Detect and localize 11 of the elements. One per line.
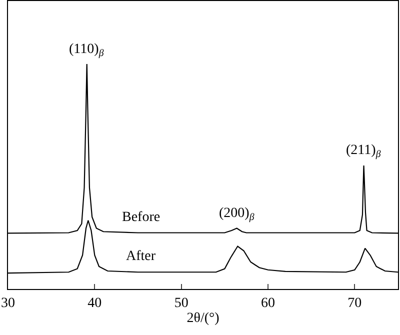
x-tick-label: 70 bbox=[348, 296, 362, 311]
x-tick-label: 40 bbox=[88, 296, 102, 311]
series-label: Before bbox=[122, 210, 160, 225]
annotation: (211)$_{β}$ bbox=[346, 143, 381, 160]
x-tick-label: 50 bbox=[174, 296, 188, 311]
series-label: After bbox=[126, 249, 156, 264]
annotation: (110)$_{β}$ bbox=[69, 42, 104, 59]
x-axis-title: 2θ/(°) bbox=[186, 311, 220, 326]
x-tick-label: 60 bbox=[261, 296, 275, 311]
x-tick-label: 30 bbox=[1, 296, 15, 311]
annotation: (200)$_{β}$ bbox=[219, 206, 254, 223]
